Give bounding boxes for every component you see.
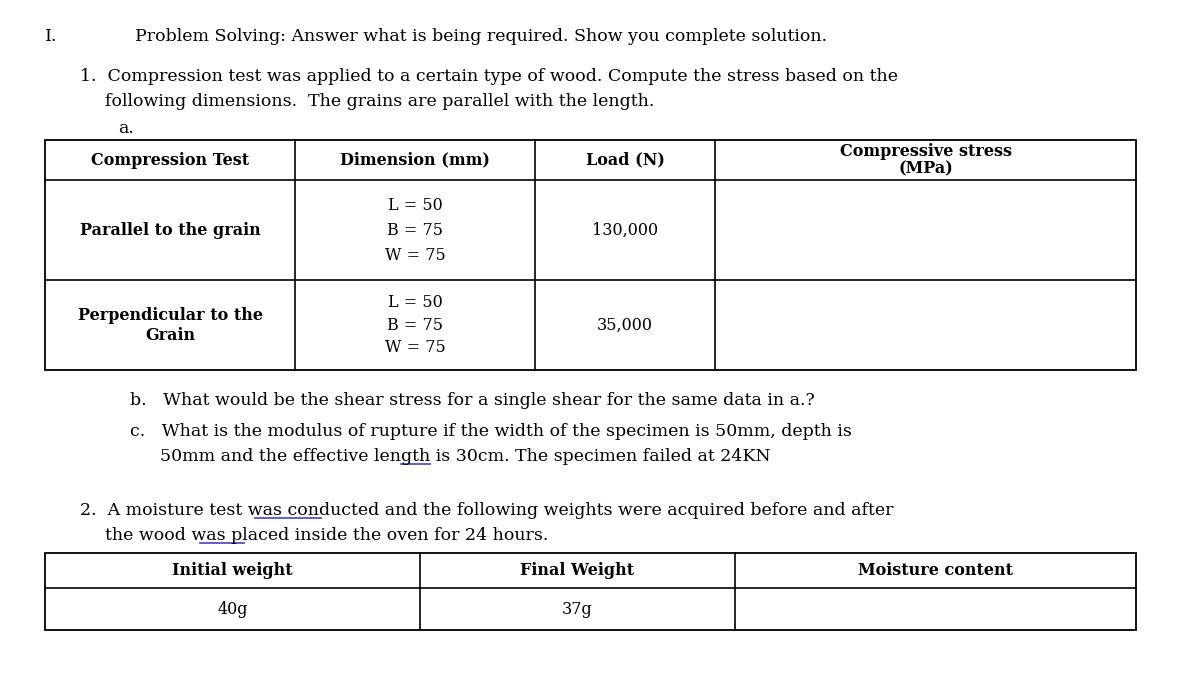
- Text: 50mm and the effective length is 30cm. The specimen failed at 24KN: 50mm and the effective length is 30cm. T…: [159, 448, 771, 465]
- Text: Compressive stress: Compressive stress: [840, 142, 1011, 160]
- Text: Compression Test: Compression Test: [91, 151, 249, 169]
- Text: (MPa): (MPa): [898, 160, 953, 178]
- Text: W = 75: W = 75: [385, 339, 445, 356]
- Text: a.: a.: [118, 120, 133, 137]
- Text: L = 50: L = 50: [387, 294, 443, 311]
- Text: W = 75: W = 75: [385, 246, 445, 264]
- Text: L = 50: L = 50: [387, 196, 443, 214]
- Text: 130,000: 130,000: [592, 221, 658, 239]
- Text: Parallel to the grain: Parallel to the grain: [79, 221, 260, 239]
- Text: Moisture content: Moisture content: [859, 562, 1013, 579]
- Text: Load (N): Load (N): [586, 151, 665, 169]
- Text: Initial weight: Initial weight: [172, 562, 293, 579]
- Text: the wood was placed inside the oven for 24 hours.: the wood was placed inside the oven for …: [105, 527, 548, 544]
- Text: B = 75: B = 75: [387, 221, 443, 239]
- Bar: [45, 553, 1136, 630]
- Text: Dimension (mm): Dimension (mm): [340, 151, 490, 169]
- Text: b.   What would be the shear stress for a single shear for the same data in a.?: b. What would be the shear stress for a …: [130, 392, 815, 409]
- Text: B = 75: B = 75: [387, 316, 443, 334]
- Text: Final Weight: Final Weight: [521, 562, 634, 579]
- Text: 2.  A moisture test was conducted and the following weights were acquired before: 2. A moisture test was conducted and the…: [80, 502, 894, 519]
- Text: 35,000: 35,000: [598, 316, 653, 334]
- Text: 40g: 40g: [217, 600, 248, 618]
- Bar: [45, 140, 1136, 370]
- Text: I.: I.: [45, 28, 58, 45]
- Text: 37g: 37g: [562, 600, 593, 618]
- Text: following dimensions.  The grains are parallel with the length.: following dimensions. The grains are par…: [105, 93, 654, 110]
- Text: Grain: Grain: [145, 326, 195, 344]
- Text: Perpendicular to the: Perpendicular to the: [78, 307, 262, 323]
- Text: 1.  Compression test was applied to a certain type of wood. Compute the stress b: 1. Compression test was applied to a cer…: [80, 68, 898, 85]
- Text: c.   What is the modulus of rupture if the width of the specimen is 50mm, depth : c. What is the modulus of rupture if the…: [130, 423, 852, 440]
- Text: Problem Solving: Answer what is being required. Show you complete solution.: Problem Solving: Answer what is being re…: [135, 28, 827, 45]
